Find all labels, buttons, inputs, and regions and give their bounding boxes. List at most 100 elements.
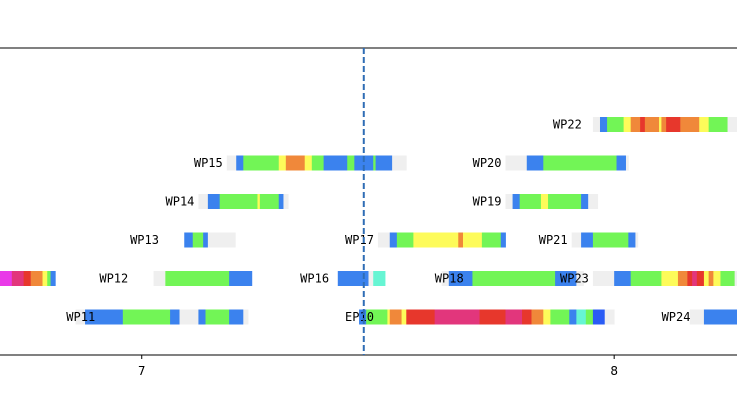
bar-segment: [727, 117, 737, 132]
row-label: WP12: [99, 272, 128, 286]
row-label: WP22: [553, 118, 582, 132]
bar-segment: [257, 194, 261, 209]
bar-segment: [540, 194, 549, 209]
bar-segment: [229, 309, 244, 325]
bar-segment: [644, 117, 660, 132]
timeline-row: WP24: [662, 309, 737, 325]
bar-segment: [203, 232, 209, 248]
bar-segment: [198, 194, 209, 209]
bar-segment: [630, 117, 641, 132]
row-label: WP17: [345, 233, 374, 247]
bar-segment: [659, 117, 662, 132]
bar-segment: [366, 309, 388, 325]
bar-segment: [236, 155, 244, 171]
bar-segment: [373, 155, 376, 171]
bar-segment: [441, 271, 450, 286]
bar-segment: [243, 155, 280, 171]
bar-segment: [278, 194, 284, 209]
timeline-row: EP10: [345, 309, 615, 325]
bar-segment: [396, 232, 414, 248]
bar-segment: [472, 271, 556, 286]
bar-segment: [458, 232, 464, 248]
bar-segment: [585, 309, 594, 325]
bar-segment: [42, 271, 48, 286]
bar-segment: [599, 117, 608, 132]
bar-segment: [661, 117, 667, 132]
bar-segment: [481, 232, 502, 248]
row-label: WP21: [539, 233, 568, 247]
bar-segment: [259, 194, 280, 209]
timeline-row: WP15: [194, 155, 407, 171]
bar-segment: [207, 194, 221, 209]
bar-segment: [434, 309, 480, 325]
timeline-row: WP18: [435, 271, 584, 286]
timeline-row: WP12: [0, 271, 253, 286]
bar-segment: [543, 155, 617, 171]
bar-segment: [179, 309, 199, 325]
timeline-row: WP13: [130, 232, 236, 248]
bar-segment: [708, 117, 728, 132]
bar-segment: [47, 271, 51, 286]
plot-area: WP11 WP12 WP13 WP14 WP15 WP16 WP17 WP18 WP19 WP20…: [0, 117, 737, 325]
bar-segment: [666, 117, 681, 132]
bar-segment: [207, 232, 236, 248]
row-label: EP10: [345, 310, 374, 324]
bar-segment: [614, 271, 632, 286]
bar-segment: [592, 271, 615, 286]
bar-segment: [635, 232, 639, 248]
bar-segment: [184, 232, 194, 248]
bar-segment: [368, 271, 374, 286]
bar-segment: [198, 309, 206, 325]
bar-segment: [401, 309, 407, 325]
bar-segment: [285, 155, 306, 171]
bar-segment: [630, 271, 662, 286]
bar-segment: [500, 232, 506, 248]
bar-segment: [713, 271, 721, 286]
bar-segment: [392, 155, 407, 171]
bar-segment: [623, 117, 632, 132]
row-label: WP19: [473, 195, 502, 209]
bar-segment: [550, 309, 570, 325]
bar-segment: [519, 194, 542, 209]
bar-segment: [0, 271, 13, 286]
bar-segment: [278, 155, 287, 171]
bar-segment: [122, 309, 171, 325]
bar-segment: [219, 194, 258, 209]
bar-segment: [592, 309, 606, 325]
bar-segment: [23, 271, 32, 286]
bar-segment: [192, 232, 204, 248]
bar-segment: [569, 309, 577, 325]
bar-segment: [703, 271, 710, 286]
bar-segment: [576, 271, 584, 286]
bar-segment: [581, 194, 589, 209]
bar-segment: [616, 155, 627, 171]
bar-segment: [571, 232, 582, 248]
bar-segment: [689, 309, 705, 325]
bar-segment: [375, 155, 393, 171]
timeline-row: WP16: [300, 271, 386, 286]
bar-segment: [548, 194, 582, 209]
bar-segment: [75, 309, 86, 325]
bar-segment: [588, 194, 599, 209]
row-label: WP13: [130, 233, 159, 247]
timeline-row: WP17: [345, 232, 506, 248]
bar-segment: [50, 271, 56, 286]
bar-segment: [387, 309, 391, 325]
bar-segment: [311, 155, 325, 171]
bar-segment: [337, 271, 369, 286]
bar-segment: [531, 309, 544, 325]
bar-segment: [323, 155, 348, 171]
bar-segment: [696, 271, 705, 286]
bar-segment: [243, 309, 249, 325]
bar-segment: [720, 271, 736, 286]
bar-segment: [283, 194, 289, 209]
row-label: WP18: [435, 272, 464, 286]
bar-segment: [592, 232, 629, 248]
timeline-row: WP19: [473, 194, 599, 209]
bar-segment: [406, 309, 436, 325]
bar-segment: [153, 271, 166, 286]
bar-segment: [628, 232, 636, 248]
bar-segment: [581, 232, 594, 248]
bar-segment: [229, 271, 253, 286]
timeline-row: WP20: [473, 155, 629, 171]
